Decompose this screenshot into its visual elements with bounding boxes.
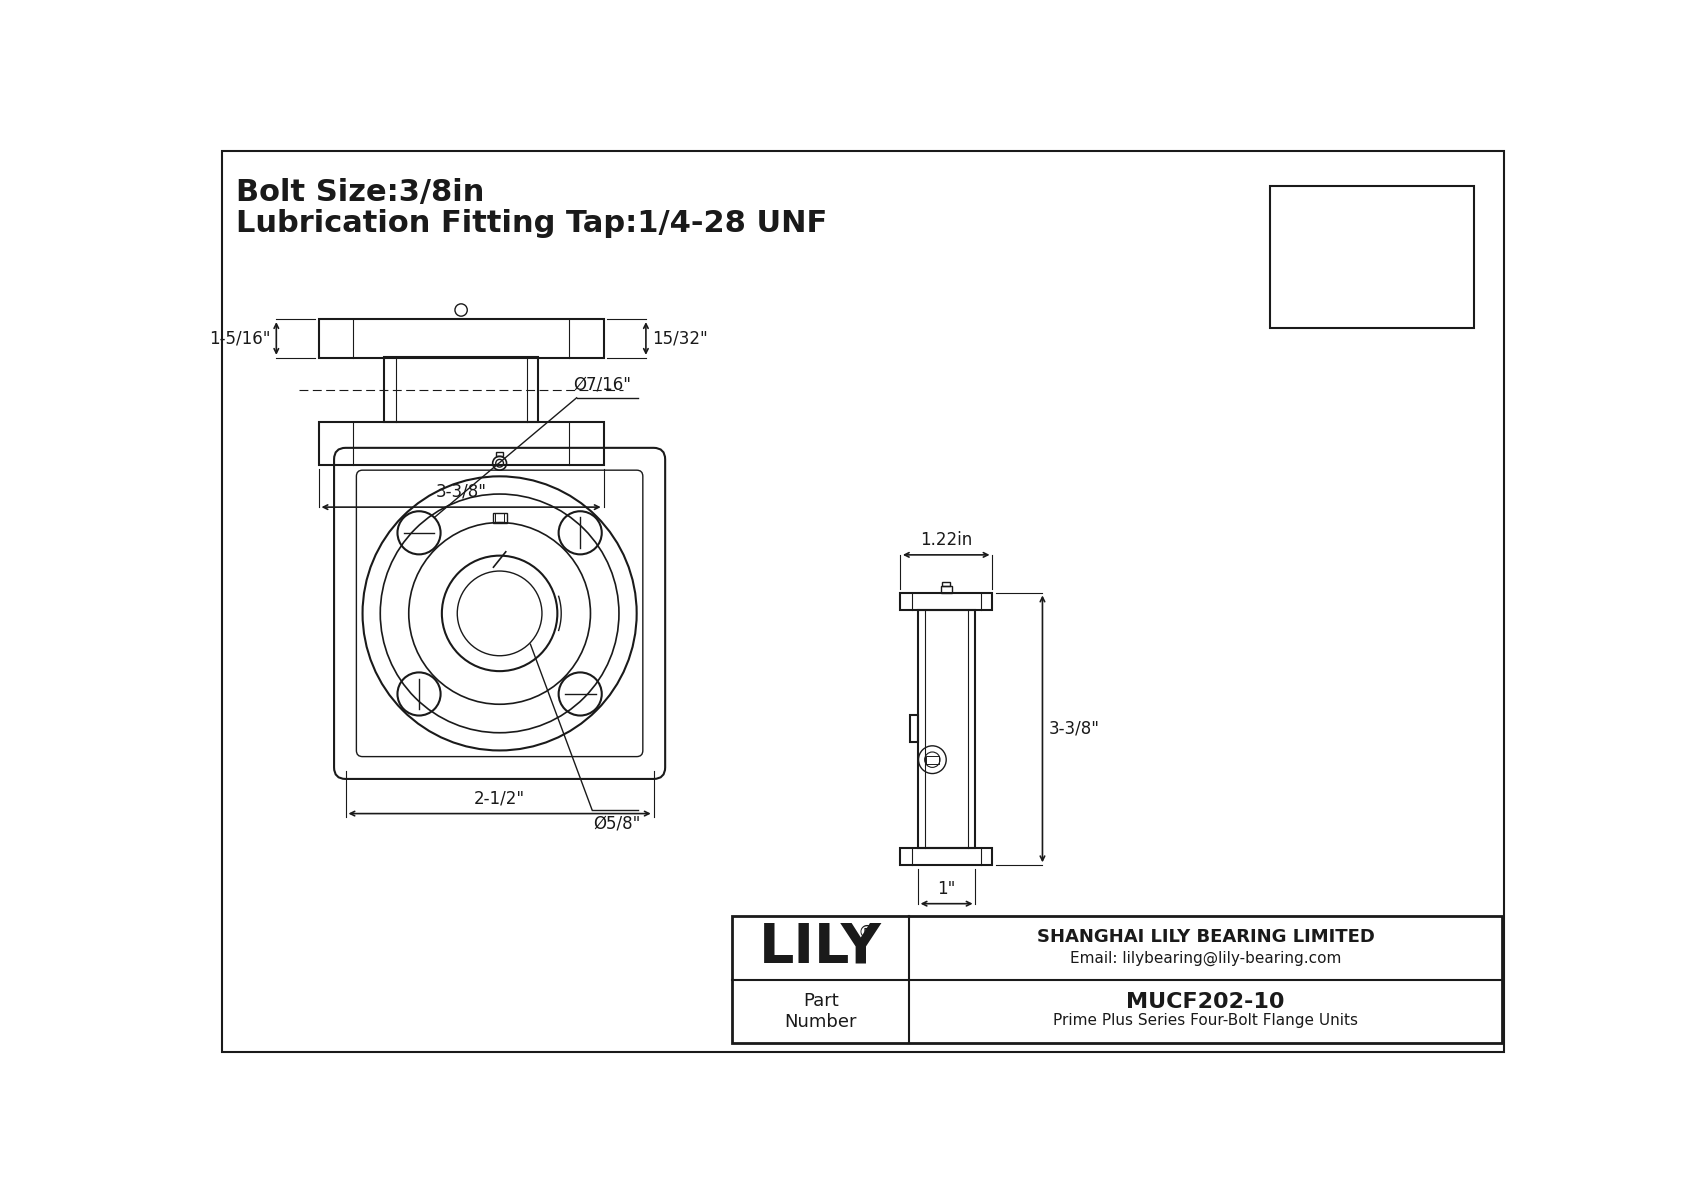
Text: Lubrication Fitting Tap:1/4-28 UNF: Lubrication Fitting Tap:1/4-28 UNF (236, 210, 827, 238)
Text: Ø7/16": Ø7/16" (573, 375, 632, 393)
Text: 15/32": 15/32" (652, 330, 707, 348)
Text: MUCF202-10: MUCF202-10 (1127, 992, 1285, 1012)
Bar (926, 756, 938, 763)
Bar (909, 715, 918, 742)
Bar (384, 357, 539, 423)
Bar (318, 423, 603, 464)
Text: Part
Number: Part Number (785, 992, 857, 1031)
Text: Prime Plus Series Four-Bolt Flange Units: Prime Plus Series Four-Bolt Flange Units (1052, 1014, 1359, 1028)
Text: 1-5/16": 1-5/16" (209, 330, 269, 348)
Text: 1.22in: 1.22in (919, 531, 972, 549)
Bar (318, 319, 603, 357)
Text: Ø5/8": Ø5/8" (593, 815, 642, 833)
Bar (918, 610, 975, 848)
Text: 1": 1" (938, 879, 957, 898)
Bar (1270, 186, 1474, 329)
Text: 3-3/8": 3-3/8" (436, 484, 487, 501)
Bar (899, 848, 992, 865)
Bar (493, 513, 507, 523)
Bar (495, 513, 504, 523)
Bar (943, 582, 950, 586)
Bar (941, 586, 951, 593)
Text: ®: ® (857, 923, 876, 942)
Text: Bolt Size:3/8in: Bolt Size:3/8in (236, 179, 485, 207)
Bar (733, 916, 1502, 1043)
Text: SHANGHAI LILY BEARING LIMITED: SHANGHAI LILY BEARING LIMITED (1037, 928, 1374, 946)
Text: LILY: LILY (759, 921, 882, 975)
Text: 2-1/2": 2-1/2" (475, 790, 525, 807)
Bar (495, 451, 504, 456)
Bar (899, 593, 992, 610)
Text: 3-3/8": 3-3/8" (1049, 719, 1100, 738)
Text: Email: lilybearing@lily-bearing.com: Email: lilybearing@lily-bearing.com (1069, 952, 1342, 966)
